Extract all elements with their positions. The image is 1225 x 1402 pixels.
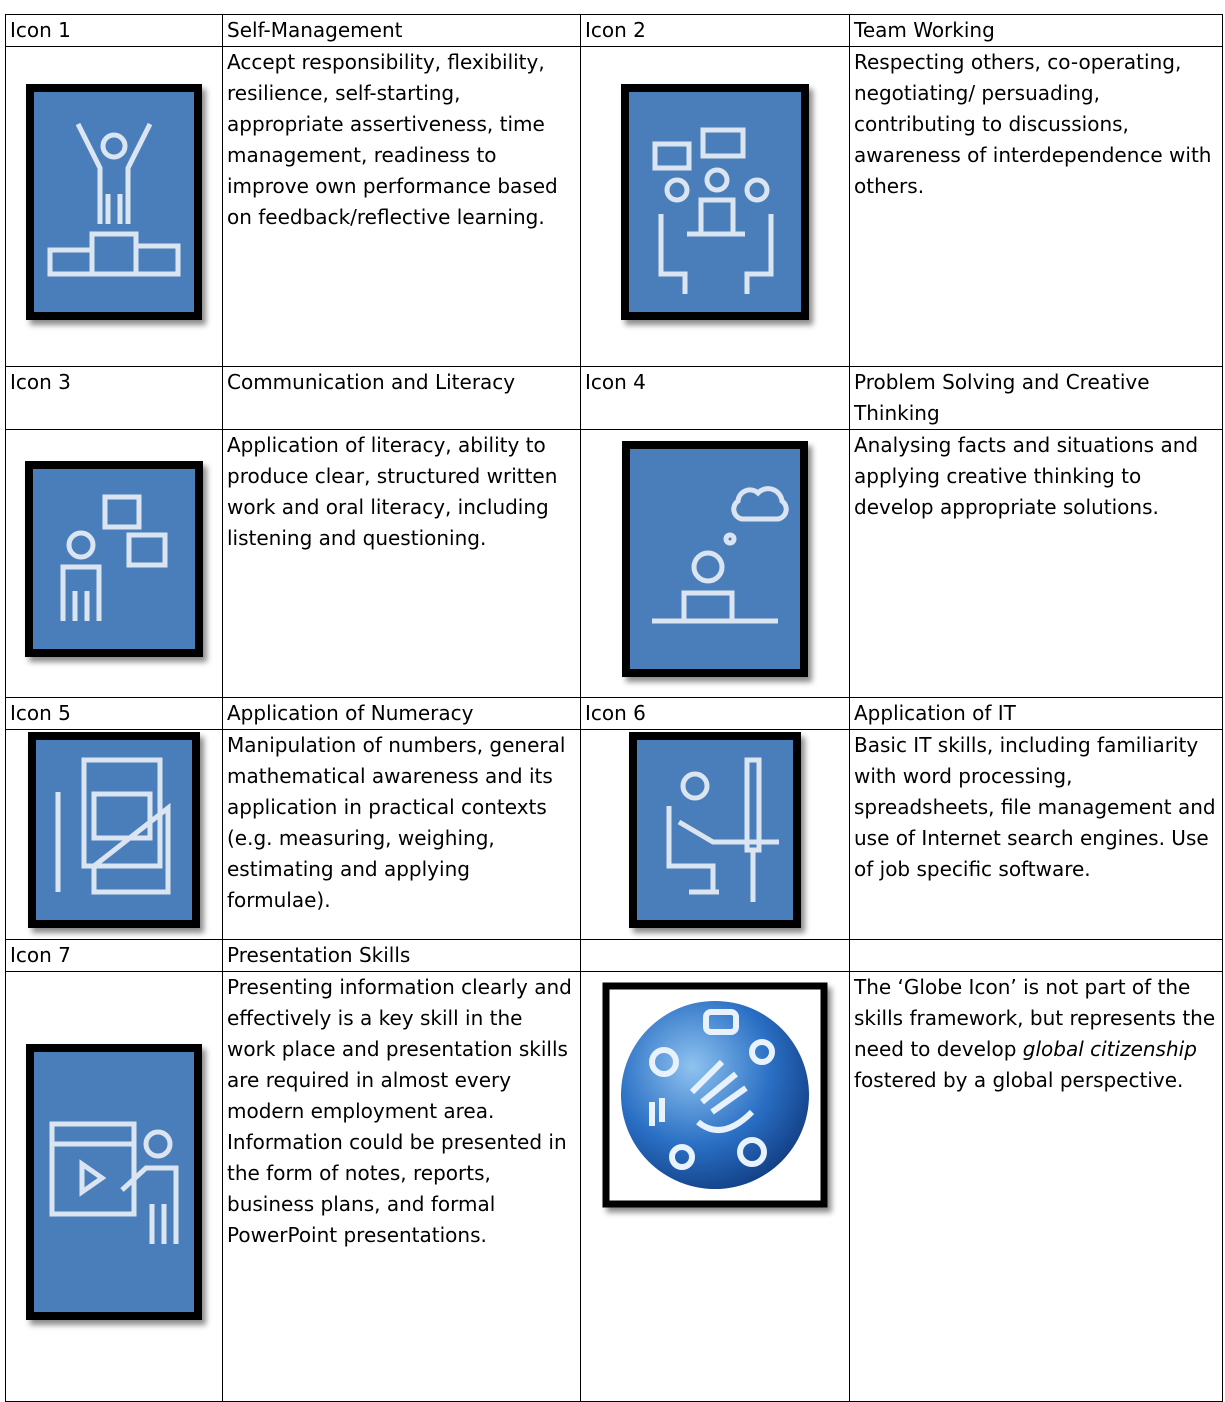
description: Basic IT skills, including familiarity w…	[854, 733, 1216, 881]
header-row: Icon 3 Communication and Literacy Icon 4…	[5, 366, 1223, 430]
description-cell: Presenting information clearly and effec…	[222, 971, 581, 1402]
icon-cell	[5, 429, 223, 698]
description: Application of literacy, ability to prod…	[227, 433, 558, 550]
icon-globe	[602, 982, 828, 1208]
description-cell: Manipulation of numbers, general mathema…	[222, 729, 581, 940]
icon-cell	[5, 46, 223, 367]
description-emphasis: global citizenship	[1022, 1037, 1197, 1061]
icon-cell	[580, 429, 850, 698]
description-cell: Respecting others, co-operating, negotia…	[849, 46, 1223, 367]
description: Manipulation of numbers, general mathema…	[227, 733, 566, 912]
skill-title: Team Working	[849, 14, 1223, 47]
icon-label: Icon 7	[5, 939, 223, 972]
icon-it	[629, 732, 801, 928]
skill-title: Self-Management	[222, 14, 581, 47]
skill-title: Application of Numeracy	[222, 697, 581, 730]
icon-label: Icon 3	[5, 366, 223, 430]
skills-table: Icon 1 Self-Management Icon 2 Team Worki…	[5, 14, 1223, 1402]
empty-cell	[580, 939, 850, 972]
icon-cell	[580, 46, 850, 367]
header-row: Icon 1 Self-Management Icon 2 Team Worki…	[5, 14, 1223, 47]
icon-label: Icon 2	[580, 14, 850, 47]
icon-cell	[5, 971, 223, 1402]
icon-presentation	[26, 1044, 202, 1320]
description-text: fostered by a global perspective.	[854, 1068, 1184, 1092]
description-cell: The ‘Globe Icon’ is not part of the skil…	[849, 971, 1223, 1402]
icon-cell	[580, 729, 850, 940]
empty-cell	[849, 939, 1223, 972]
icon-label: Icon 5	[5, 697, 223, 730]
skill-title: Application of IT	[849, 697, 1223, 730]
content-row: Application of literacy, ability to prod…	[5, 429, 1223, 698]
icon-problem-solving	[622, 441, 808, 677]
skill-title: Communication and Literacy	[222, 366, 581, 430]
icon-cell	[580, 971, 850, 1402]
icon-numeracy	[28, 732, 200, 928]
header-row: Icon 5 Application of Numeracy Icon 6 Ap…	[5, 697, 1223, 730]
icon-cell	[5, 729, 223, 940]
content-row: Accept responsibility, flexibility, resi…	[5, 46, 1223, 367]
description: Respecting others, co-operating, negotia…	[854, 50, 1212, 198]
icon-team-working	[621, 84, 809, 320]
description-cell: Basic IT skills, including familiarity w…	[849, 729, 1223, 940]
description: Presenting information clearly and effec…	[227, 975, 572, 1247]
icon-label: Icon 4	[580, 366, 850, 430]
skill-title: Problem Solving and Creative Thinking	[849, 366, 1223, 430]
description: Analysing facts and situations and apply…	[854, 433, 1199, 519]
icon-communication	[25, 461, 203, 657]
description-cell: Application of literacy, ability to prod…	[222, 429, 581, 698]
description: Accept responsibility, flexibility, resi…	[227, 50, 558, 229]
description-text: The ‘Globe Icon’ is not part of the skil…	[854, 975, 1216, 1061]
icon-label: Icon 6	[580, 697, 850, 730]
description-cell: Accept responsibility, flexibility, resi…	[222, 46, 581, 367]
icon-label: Icon 1	[5, 14, 223, 47]
content-row: Manipulation of numbers, general mathema…	[5, 729, 1223, 940]
description: The ‘Globe Icon’ is not part of the skil…	[854, 972, 1218, 1096]
header-row: Icon 7 Presentation Skills	[5, 939, 1223, 972]
icon-self-management	[26, 84, 202, 320]
content-row: Presenting information clearly and effec…	[5, 971, 1223, 1402]
description-cell: Analysing facts and situations and apply…	[849, 429, 1223, 698]
skill-title: Presentation Skills	[222, 939, 581, 972]
